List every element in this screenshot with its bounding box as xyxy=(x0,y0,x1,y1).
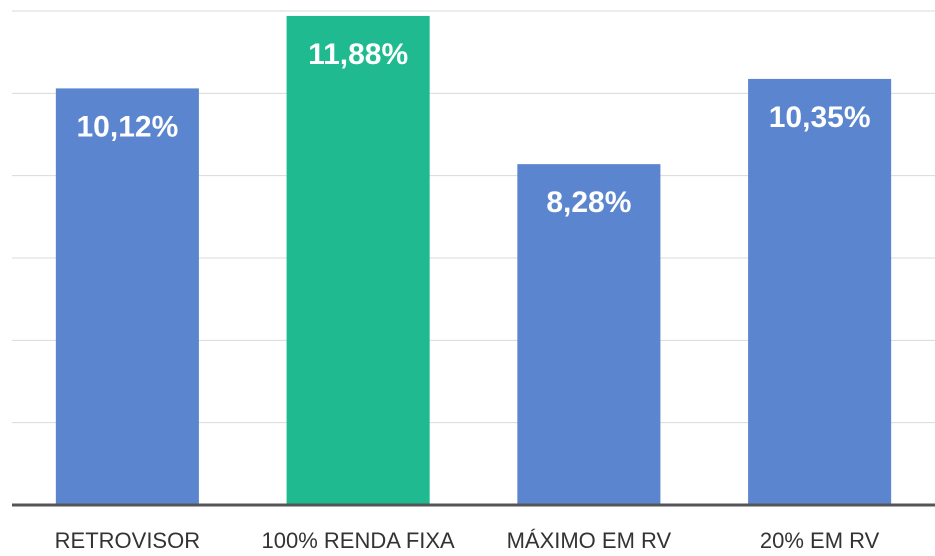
x-tick-label: 100% RENDA FIXA xyxy=(262,528,456,553)
data-label: 8,28% xyxy=(546,186,631,219)
x-tick-label: 20% EM RV xyxy=(760,528,880,553)
data-label: 11,88% xyxy=(308,38,408,71)
data-label: 10,35% xyxy=(769,101,871,134)
bar xyxy=(55,88,199,505)
data-label: 10,12% xyxy=(77,110,179,143)
bar xyxy=(517,164,661,505)
bar xyxy=(286,15,430,505)
bar xyxy=(748,78,892,506)
x-tick-label: MÁXIMO EM RV xyxy=(507,528,672,553)
x-tick-label: RETROVISOR xyxy=(55,528,200,553)
